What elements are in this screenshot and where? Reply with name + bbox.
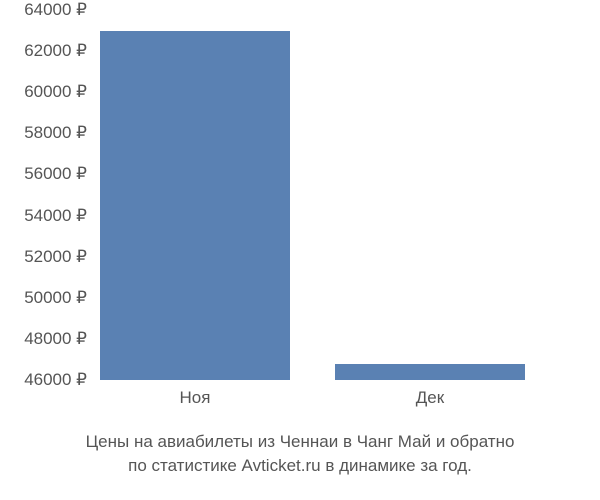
y-tick: 46000 ₽ bbox=[24, 370, 87, 390]
y-tick: 54000 ₽ bbox=[24, 206, 87, 226]
x-tick: Ноя bbox=[180, 388, 211, 408]
chart-container: 64000 ₽ 62000 ₽ 60000 ₽ 58000 ₽ 56000 ₽ … bbox=[0, 0, 600, 500]
y-axis: 64000 ₽ 62000 ₽ 60000 ₽ 58000 ₽ 56000 ₽ … bbox=[0, 10, 95, 380]
caption-line-1: Цены на авиабилеты из Ченнаи в Чанг Май … bbox=[0, 430, 600, 454]
y-tick: 64000 ₽ bbox=[24, 0, 87, 20]
caption-line-2: по статистике Avticket.ru в динамике за … bbox=[0, 454, 600, 478]
y-tick: 60000 ₽ bbox=[24, 82, 87, 102]
bar-dec bbox=[335, 364, 525, 380]
bar-nov bbox=[100, 31, 290, 380]
y-tick: 48000 ₽ bbox=[24, 329, 87, 349]
y-tick: 62000 ₽ bbox=[24, 41, 87, 61]
y-tick: 52000 ₽ bbox=[24, 247, 87, 267]
x-tick: Дек bbox=[416, 388, 444, 408]
x-axis: Ноя Дек bbox=[100, 388, 570, 418]
y-tick: 56000 ₽ bbox=[24, 164, 87, 184]
y-tick: 50000 ₽ bbox=[24, 288, 87, 308]
chart-caption: Цены на авиабилеты из Ченнаи в Чанг Май … bbox=[0, 430, 600, 478]
y-tick: 58000 ₽ bbox=[24, 123, 87, 143]
plot-area bbox=[100, 10, 570, 380]
